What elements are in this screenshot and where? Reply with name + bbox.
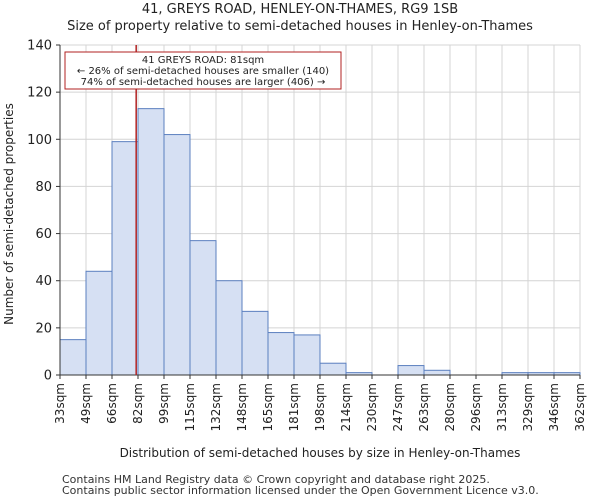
bar — [85, 270, 113, 376]
x-tick-label: 280sqm — [443, 383, 457, 431]
footer-line-1: Contains HM Land Registry data © Crown c… — [62, 473, 490, 486]
bar — [111, 141, 139, 376]
bar — [189, 240, 217, 376]
y-tick-label: 40 — [35, 274, 52, 289]
y-axis-label: Number of semi-detached properties — [2, 103, 16, 325]
y-tick-labels: 0 20 40 60 80 100 120 140 — [27, 39, 52, 384]
x-tick-label: 230sqm — [365, 383, 379, 431]
x-tick-label: 82sqm — [131, 383, 145, 424]
x-axis-label: Distribution of semi-detached houses by … — [120, 446, 521, 460]
x-tick-label: 115sqm — [183, 383, 197, 431]
bar — [163, 134, 191, 376]
x-tick-label: 247sqm — [391, 383, 405, 431]
chart-title: 41, GREYS ROAD, HENLEY-ON-THAMES, RG9 1S… — [141, 2, 459, 17]
property-marker: 41 GREYS ROAD: 81sqm← 26% of semi-detach… — [64, 45, 342, 375]
annotation-line: 41 GREYS ROAD: 81sqm — [142, 55, 264, 66]
x-tick-label: 99sqm — [157, 383, 171, 424]
bar — [319, 362, 347, 376]
x-tick-labels: 33sqm 49sqm 66sqm 82sqm 99sqm 115sqm 132sqm 148… — [53, 383, 587, 431]
bar — [59, 339, 87, 376]
x-tick-label: 49sqm — [79, 383, 93, 424]
y-tick-label: 0 — [44, 369, 52, 384]
y-tick-label: 140 — [27, 39, 52, 54]
y-tick-label: 20 — [35, 321, 52, 336]
bars — [59, 108, 581, 376]
x-tick-label: 313sqm — [495, 383, 509, 431]
y-tick-label: 120 — [27, 86, 52, 101]
bar — [397, 365, 425, 376]
x-tick-label: 181sqm — [287, 383, 301, 431]
x-tick-label: 263sqm — [417, 383, 431, 431]
bar — [241, 310, 269, 376]
x-tick-label: 214sqm — [339, 383, 353, 431]
y-tick-label: 60 — [35, 227, 52, 242]
x-tick-label: 296sqm — [469, 383, 483, 431]
annotation-line: 74% of semi-detached houses are larger (… — [81, 77, 326, 88]
x-tick-label: 66sqm — [105, 383, 119, 424]
annotation-line: ← 26% of semi-detached houses are smalle… — [77, 66, 329, 77]
bar — [137, 108, 165, 376]
x-tick-label: 148sqm — [235, 383, 249, 431]
x-tick-label: 329sqm — [521, 383, 535, 431]
annotation-box — [64, 51, 342, 90]
x-tick-label: 132sqm — [209, 383, 223, 431]
x-tick-label: 33sqm — [53, 383, 67, 424]
x-tick-label: 346sqm — [547, 383, 561, 431]
chart-subtitle: Size of property relative to semi-detach… — [67, 19, 533, 34]
footer-line-2: Contains public sector information licen… — [62, 484, 539, 497]
bar — [215, 280, 243, 376]
axes — [56, 44, 581, 379]
x-tick-label: 362sqm — [573, 383, 587, 431]
bar — [423, 369, 451, 376]
y-tick-label: 80 — [35, 180, 52, 195]
bar — [293, 334, 321, 376]
bar — [267, 332, 295, 376]
y-tick-label: 100 — [27, 133, 52, 148]
x-tick-label: 165sqm — [261, 383, 275, 431]
x-tick-label: 198sqm — [313, 383, 327, 431]
